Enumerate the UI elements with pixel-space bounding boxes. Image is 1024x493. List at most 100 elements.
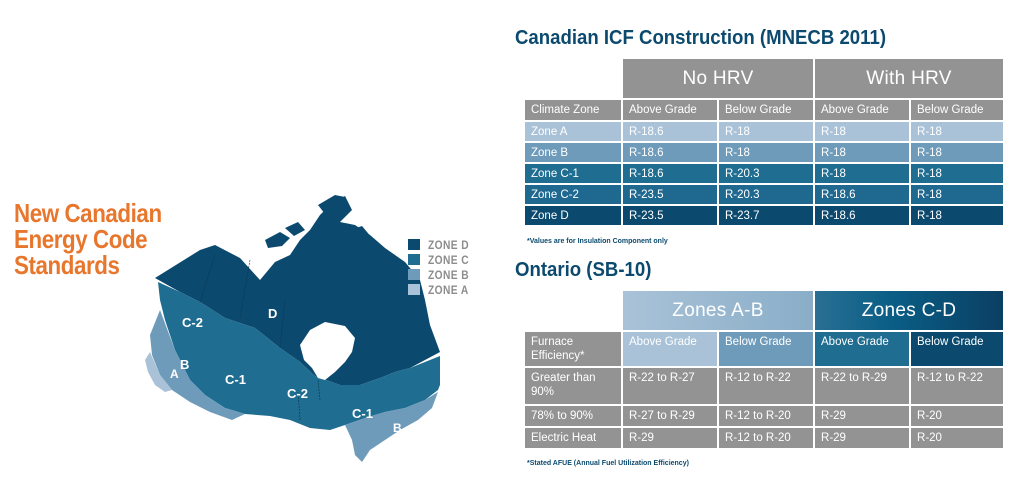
map-label-c1-east: C-1 [352,406,373,421]
cell: R-12 to R-20 [716,404,816,428]
legend-item-zone-b: ZONE B [408,267,476,282]
cell: R-23.5 [621,183,719,206]
legend-item-zone-d: ZONE D [408,237,476,252]
swatch-icon [408,254,420,265]
cell: R-29 [813,426,912,450]
hudson-bay [300,322,355,380]
cell: R-23.7 [716,204,816,227]
cell: Zone B [523,141,623,164]
cell: R-22 to R-27 [621,366,719,406]
zone-b-region-east [345,392,438,462]
cell: Electric Heat [523,426,623,450]
cell: R-18.6 [621,120,719,143]
map-label-d: D [268,306,277,321]
cell: R-12 to R-20 [716,426,816,450]
ontario-footnote: *Stated AFUE (Annual Fuel Utilization Ef… [527,460,689,467]
table-row: 78% to 90% R-27 to R-29 R-12 to R-20 R-2… [523,404,1006,428]
zone-legend: ZONE D ZONE C ZONE B ZONE A [408,237,476,297]
icf-table: No HRV With HRV Climate Zone Above Grade… [523,57,1006,227]
column-header: Above Grade [813,330,912,368]
cell: R-20.3 [716,162,816,185]
group-header-with-hrv: With HRV [813,57,1006,100]
blank-corner [523,289,623,332]
swatch-icon [408,239,420,250]
headline-line: Standards [14,250,120,280]
cell: Greater than 90% [523,366,623,406]
cell: R-22 to R-29 [813,366,912,406]
column-header: Climate Zone [523,98,623,122]
zone-a-region [145,352,172,392]
cell: R-20 [909,404,1006,428]
cell: R-27 to R-29 [621,404,719,428]
map-label-c2-west: C-2 [182,315,203,330]
cell: R-18 [909,120,1006,143]
zone-b-region-west [150,310,245,420]
canada-zone-map: D C-2 B A C-1 C-2 C-1 B [145,195,440,462]
legend-item-zone-c: ZONE C [408,252,476,267]
cell: R-18.6 [813,204,912,227]
legend-label: ZONE A [428,282,469,297]
table-row: Zone A R-18.6 R-18 R-18 R-18 [523,120,1006,143]
cell: R-20.3 [716,183,816,206]
cell: Zone D [523,204,623,227]
map-label-c1-west: C-1 [225,372,246,387]
cell: R-18 [909,162,1006,185]
map-label-b-west: B [180,357,189,372]
table-row: Greater than 90% R-22 to R-27 R-12 to R-… [523,366,1006,406]
cell: R-18.6 [813,183,912,206]
cell: Zone C-2 [523,183,623,206]
legend-label: ZONE C [428,252,470,267]
cell: R-29 [621,426,719,450]
group-header-zones-a-b: Zones A-B [620,289,816,332]
map-label-a-west: A [170,367,179,381]
cell: R-20 [909,426,1006,450]
zone-c-region [158,282,440,430]
table-row: Electric Heat R-29 R-12 to R-20 R-29 R-2… [523,426,1006,450]
column-header: Below Grade [716,330,816,368]
cell: R-18 [716,141,816,164]
cell: Zone C-1 [523,162,623,185]
cell: R-18 [813,141,912,164]
swatch-icon [408,269,420,280]
swatch-icon [408,284,420,295]
cell: R-18 [909,141,1006,164]
icf-footnote: *Values are for Insulation Component onl… [527,238,668,245]
cell: 78% to 90% [523,404,623,428]
legend-label: ZONE D [428,237,470,252]
icf-table-title: Canadian ICF Construction (MNECB 2011) [515,27,887,49]
column-header: Below Grade [909,98,1006,122]
group-header-no-hrv: No HRV [620,57,816,100]
column-header: Below Grade [716,98,816,122]
headline-line: Energy Code [14,224,148,254]
cell: R-12 to R-22 [909,366,1006,406]
column-header: Furnace Efficiency* [523,330,623,368]
map-label-c2-central: C-2 [287,386,308,401]
legend-item-zone-a: ZONE A [408,282,476,297]
table-row: Zone C-1 R-18.6 R-20.3 R-18 R-18 [523,162,1006,185]
table-row: Zone B R-18.6 R-18 R-18 R-18 [523,141,1006,164]
cell: R-18 [813,162,912,185]
legend-label: ZONE B [428,267,470,282]
cell: R-18 [909,183,1006,206]
cell: R-12 to R-22 [716,366,816,406]
cell: Zone A [523,120,623,143]
column-header: Below Grade [909,330,1006,368]
table-row: Zone D R-23.5 R-23.7 R-18.6 R-18 [523,204,1006,227]
map-label-b-east: B [393,421,402,435]
ontario-table-title: Ontario (SB-10) [515,259,652,281]
table-row: Zone C-2 R-23.5 R-20.3 R-18.6 R-18 [523,183,1006,206]
cell: R-18.6 [621,162,719,185]
column-header: Above Grade [813,98,912,122]
zone-d-region [155,196,440,385]
headline-line: New Canadian [14,198,162,228]
headline: New Canadian Energy Code Standards [14,200,162,278]
cell: R-23.5 [621,204,719,227]
cell: R-18 [909,204,1006,227]
cell: R-18 [813,120,912,143]
group-header-zones-c-d: Zones C-D [813,289,1006,332]
blank-corner [523,57,623,100]
cell: R-29 [813,404,912,428]
column-header: Above Grade [621,330,719,368]
ontario-table: Zones A-B Zones C-D Furnace Efficiency* … [523,289,1006,450]
cell: R-18 [716,120,816,143]
